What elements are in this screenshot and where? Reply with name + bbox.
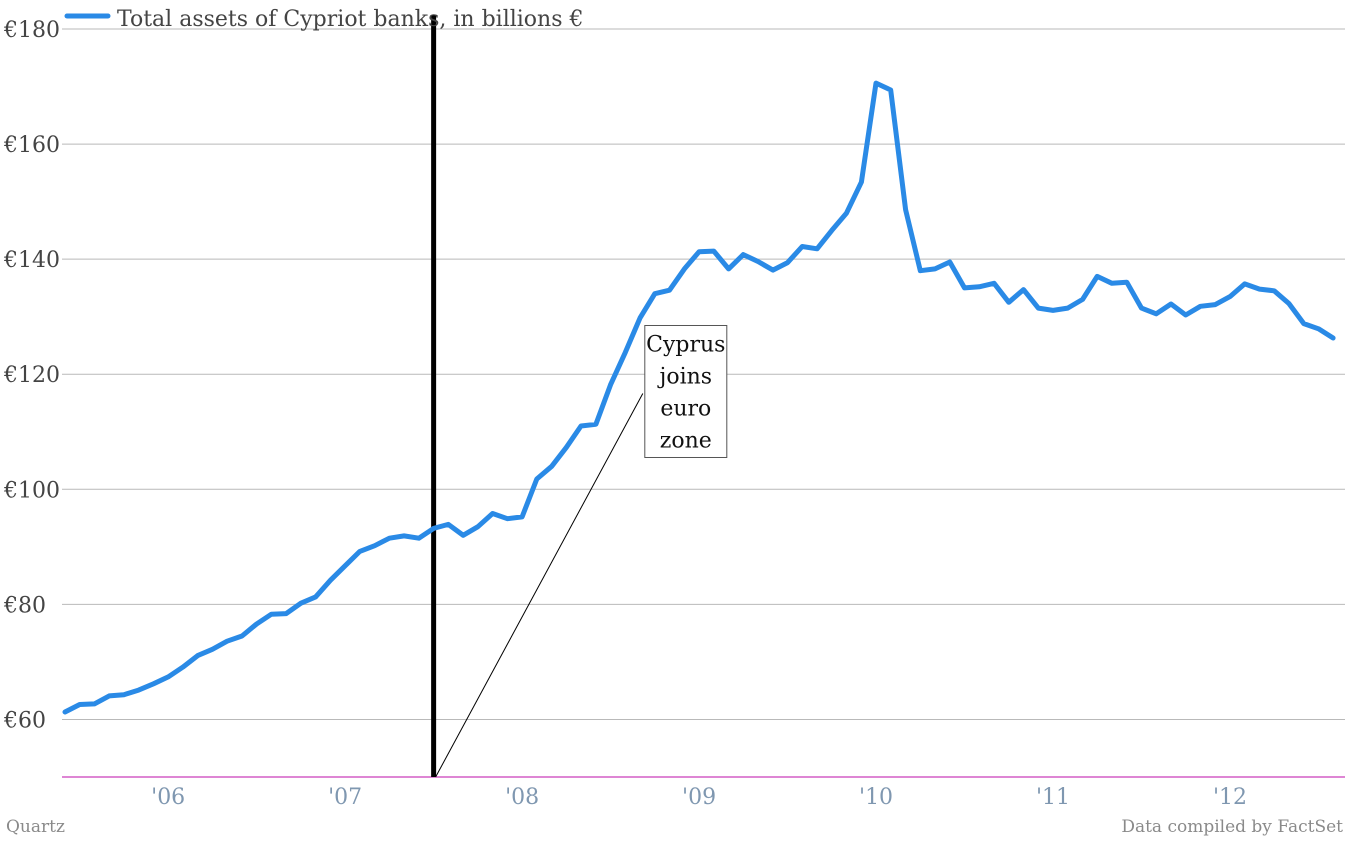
annotation-text-line: euro — [660, 396, 711, 421]
annotation-text-line: joins — [657, 364, 713, 389]
y-tick-label: €60 — [3, 708, 46, 733]
annotation-text-line: Cyprus — [646, 332, 725, 357]
y-tick-label: €80 — [3, 593, 46, 618]
x-tick-label: '09 — [682, 785, 716, 810]
x-tick-label: '06 — [151, 785, 185, 810]
footer-source-right: Data compiled by FactSet — [1121, 817, 1343, 837]
x-tick-label: '07 — [328, 785, 362, 810]
x-tick-label: '11 — [1036, 785, 1070, 810]
series-line — [62, 80, 1336, 715]
y-tick-label: €120 — [3, 363, 60, 388]
y-tick-label: €100 — [3, 478, 60, 503]
y-tick-label: €180 — [3, 18, 60, 43]
x-tick-label: '12 — [1213, 785, 1247, 810]
annotation-box — [644, 324, 728, 458]
annotation-leader-line — [435, 393, 644, 778]
annotation-text-line: zone — [660, 428, 712, 453]
footer-source-left: Quartz — [6, 817, 65, 837]
y-tick-label: €160 — [3, 133, 60, 158]
legend-label: Total assets of Cypriot banks, in billio… — [117, 7, 584, 32]
x-tick-label: '08 — [505, 785, 539, 810]
y-tick-label: €140 — [3, 248, 60, 273]
x-tick-label: '10 — [859, 785, 893, 810]
